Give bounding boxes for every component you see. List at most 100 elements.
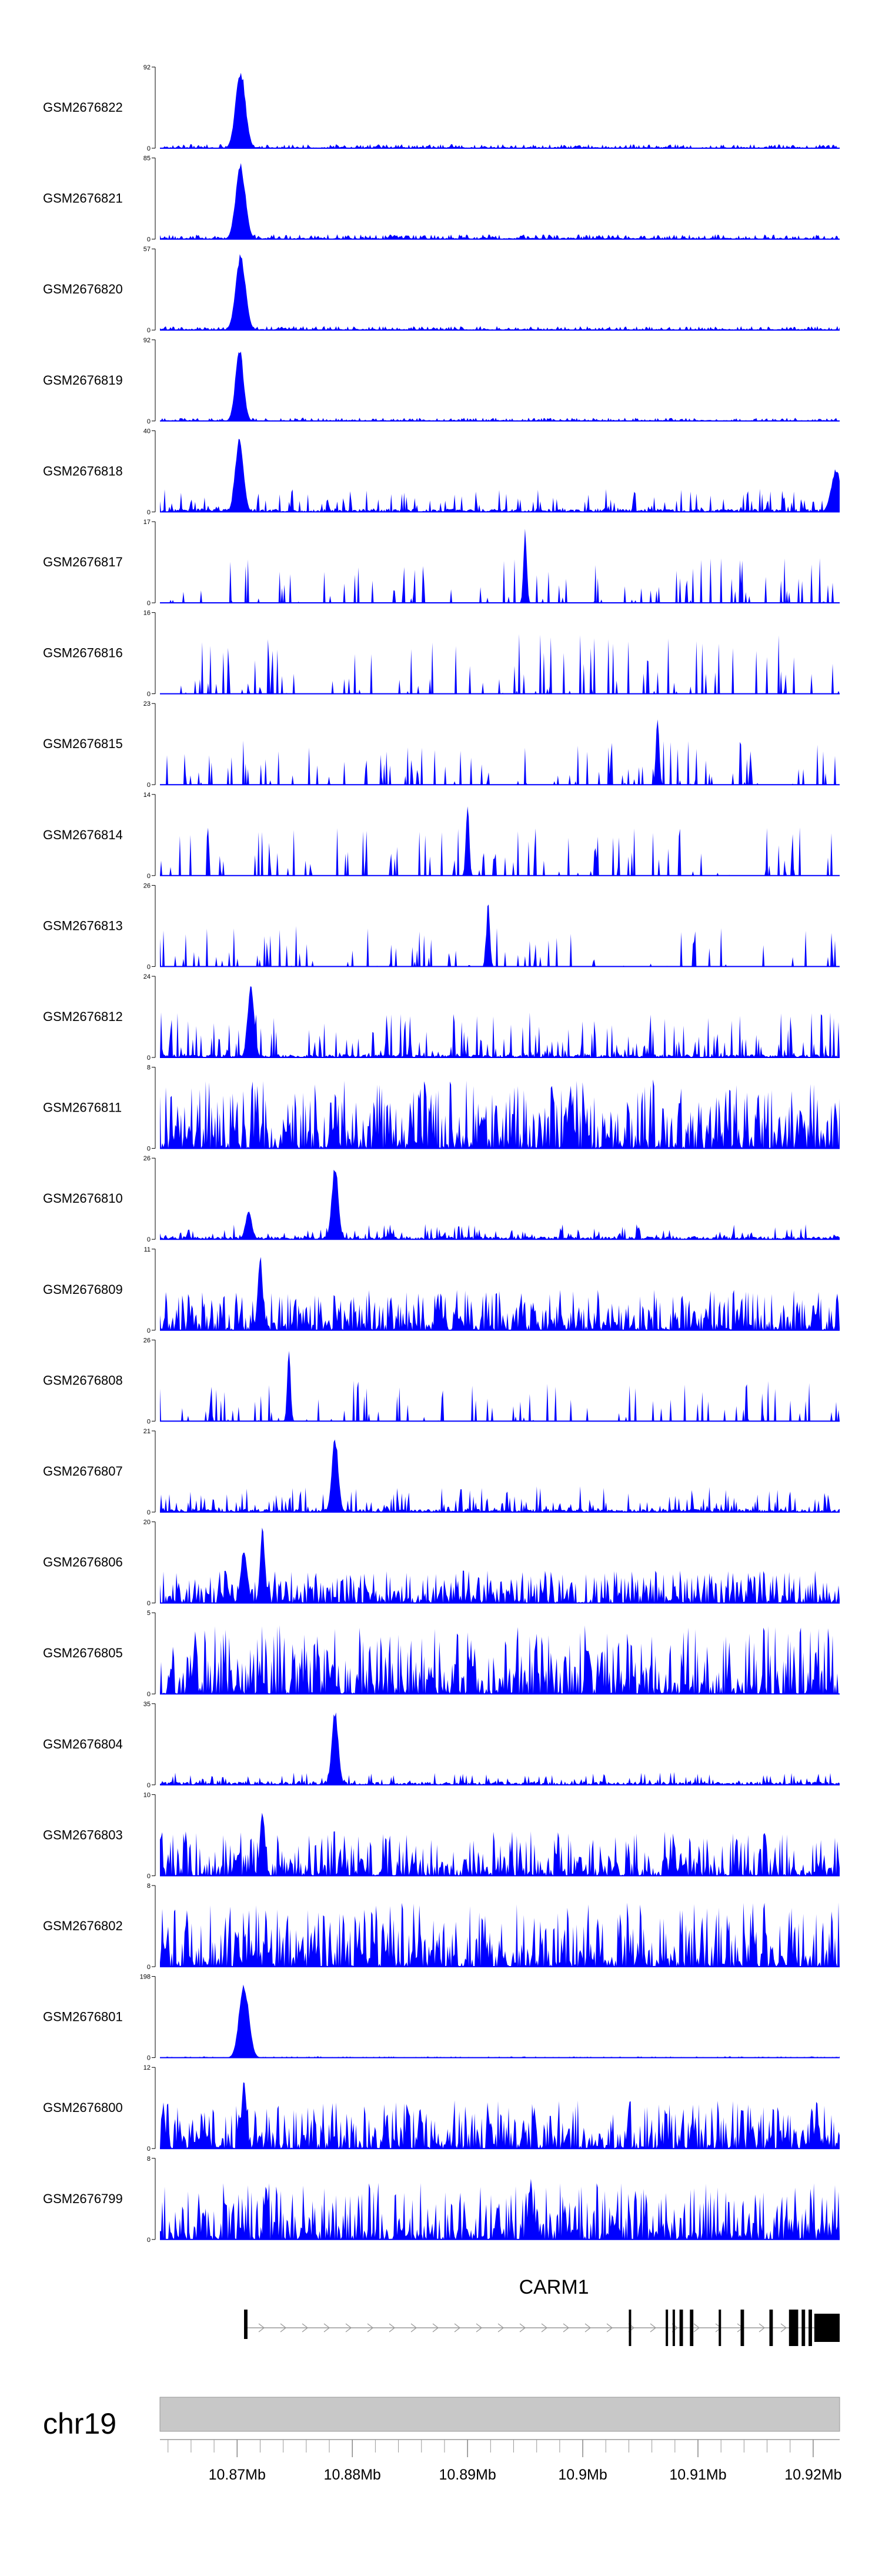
gene-exon [789, 2310, 799, 2346]
gene-exon [690, 2310, 694, 2346]
strand-arrow [410, 2323, 417, 2333]
axis-tick-label: 10.92Mb [784, 2467, 841, 2483]
track-label: GSM2676806 [43, 1555, 123, 1570]
gene-track: CARM1 [244, 2276, 840, 2346]
y-max-label: 16 [143, 610, 151, 617]
track-label: GSM2676801 [43, 2010, 123, 2024]
coverage-area [160, 1170, 840, 1240]
track-label: GSM2676810 [43, 1191, 123, 1206]
coverage-area [160, 1527, 840, 1603]
y-max-label: 23 [143, 700, 151, 708]
strand-arrow [476, 2323, 483, 2333]
track-GSM2676811: GSM2676811 8 0 [43, 1065, 840, 1153]
track-GSM2676813: GSM2676813 26 0 [43, 882, 840, 970]
track-label: GSM2676822 [43, 100, 123, 115]
y-max-label: 17 [143, 519, 151, 526]
y-max-label: 57 [143, 246, 151, 253]
track-GSM2676812: GSM2676812 24 0 [43, 973, 840, 1062]
track-label: GSM2676812 [43, 1009, 123, 1024]
coverage-area [160, 163, 840, 239]
track-label: GSM2676804 [43, 1737, 123, 1751]
strand-arrow [780, 2323, 787, 2333]
strand-arrow [650, 2323, 657, 2333]
track-label: GSM2676799 [43, 2191, 123, 2206]
y-min-label: 0 [147, 1418, 151, 1425]
track-GSM2676808: GSM2676808 26 0 [43, 1337, 840, 1425]
coverage-area [160, 1984, 840, 2058]
track-label: GSM2676821 [43, 191, 123, 206]
axis-tick-label: 10.88Mb [324, 2467, 381, 2483]
y-min-label: 0 [147, 2237, 151, 2244]
y-max-label: 92 [143, 64, 151, 71]
coverage-area [160, 1813, 840, 1876]
track-GSM2676818: GSM2676818 40 0 [43, 428, 840, 516]
track-GSM2676801: GSM2676801 198 0 [43, 1974, 840, 2062]
y-min-label: 0 [147, 236, 151, 243]
coverage-tracks: GSM2676822920GSM2676821850GSM2676820570G… [43, 64, 840, 2244]
strand-arrow [541, 2323, 548, 2333]
y-min-label: 0 [147, 327, 151, 334]
gene-exon [769, 2310, 773, 2346]
strand-arrow [519, 2323, 526, 2333]
y-min-label: 0 [147, 2055, 151, 2062]
coverage-area [160, 904, 840, 967]
strand-arrow [454, 2323, 461, 2333]
track-GSM2676802: GSM2676802 8 0 [43, 1883, 840, 1971]
strand-arrow [606, 2323, 613, 2333]
track-GSM2676805: GSM2676805 5 0 [43, 1610, 840, 1698]
strand-arrow [563, 2323, 570, 2333]
gene-exon [808, 2310, 812, 2346]
track-label: GSM2676807 [43, 1464, 123, 1479]
strand-arrow [323, 2323, 330, 2333]
track-GSM2676821: GSM2676821 85 0 [43, 155, 840, 243]
axis-tick-label: 10.9Mb [558, 2467, 607, 2483]
y-min-label: 0 [147, 1964, 151, 1971]
y-max-label: 198 [140, 1974, 151, 1981]
track-label: GSM2676819 [43, 373, 123, 388]
track-GSM2676799: GSM2676799 8 0 [43, 2155, 840, 2244]
chromosome-band [159, 2397, 840, 2432]
coverage-area [160, 72, 840, 148]
track-GSM2676804: GSM2676804 35 0 [43, 1701, 840, 1789]
strand-arrow [280, 2323, 287, 2333]
strand-arrow [759, 2323, 766, 2333]
y-min-label: 0 [147, 1146, 151, 1153]
coverage-area [160, 2082, 840, 2149]
y-min-label: 0 [147, 1236, 151, 1243]
track-GSM2676800: GSM2676800 12 0 [43, 2064, 840, 2153]
y-max-label: 26 [143, 1155, 151, 1162]
y-max-label: 24 [143, 973, 151, 980]
strand-arrow [432, 2323, 439, 2333]
y-max-label: 8 [147, 1065, 151, 1072]
gene-name-label: CARM1 [519, 2276, 589, 2298]
y-min-label: 0 [147, 418, 151, 425]
track-label: GSM2676814 [43, 827, 123, 842]
y-min-label: 0 [147, 600, 151, 607]
y-max-label: 14 [143, 792, 151, 799]
track-GSM2676817: GSM2676817 17 0 [43, 519, 840, 607]
gene-exon [814, 2314, 840, 2342]
y-min-label: 0 [147, 782, 151, 789]
track-GSM2676814: GSM2676814 14 0 [43, 792, 840, 880]
gene-exon [719, 2310, 721, 2346]
y-max-label: 10 [143, 1791, 151, 1798]
y-max-label: 40 [143, 428, 151, 435]
y-min-label: 0 [147, 2145, 151, 2153]
track-label: GSM2676809 [43, 1282, 123, 1297]
strand-arrow [345, 2323, 352, 2333]
track-label: GSM2676811 [43, 1100, 122, 1115]
y-min-label: 0 [147, 1509, 151, 1516]
track-GSM2676806: GSM2676806 20 0 [43, 1519, 840, 1607]
track-GSM2676816: GSM2676816 16 0 [43, 610, 840, 698]
track-GSM2676815: GSM2676815 23 0 [43, 700, 840, 789]
y-min-label: 0 [147, 873, 151, 880]
y-min-label: 0 [147, 1782, 151, 1789]
track-label: GSM2676800 [43, 2100, 123, 2115]
y-min-label: 0 [147, 1873, 151, 1880]
y-min-label: 0 [147, 509, 151, 516]
gene-exon [672, 2310, 675, 2346]
y-max-label: 92 [143, 337, 151, 344]
y-max-label: 85 [143, 155, 151, 162]
coverage-area [160, 1712, 840, 1785]
track-label: GSM2676805 [43, 1646, 123, 1660]
